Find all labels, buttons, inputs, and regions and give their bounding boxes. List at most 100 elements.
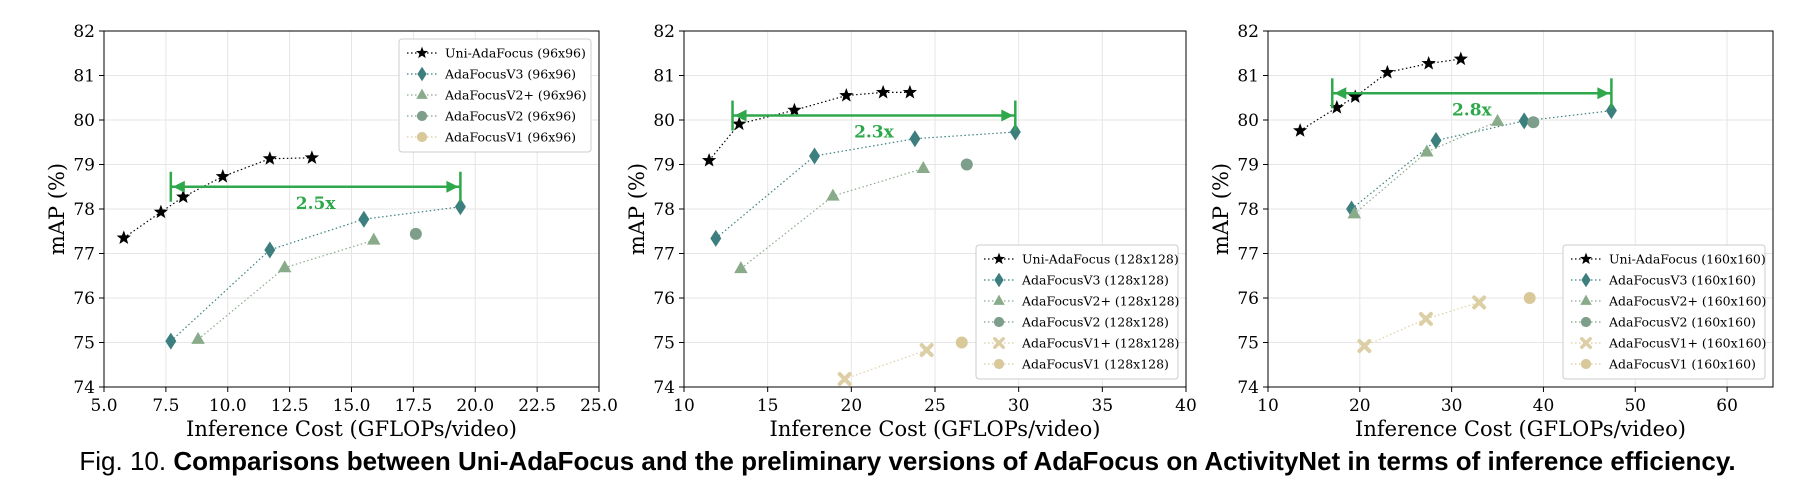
x-tick-label: 17.5 [394, 396, 432, 416]
data-point [409, 227, 422, 240]
legend: Uni-AdaFocus (160x160) AdaFocusV3 (160x16… [1562, 244, 1766, 380]
data-point [277, 260, 292, 273]
data-point [732, 116, 747, 131]
legend-marker [1580, 337, 1592, 349]
y-tick-label: 77 [653, 245, 675, 265]
series-line [1351, 110, 1612, 210]
y-tick-label: 75 [653, 334, 675, 354]
y-tick-label: 81 [653, 67, 675, 87]
legend-marker [993, 358, 1005, 370]
legend-entry-label: AdaFocusV3 (160x160) [1608, 273, 1756, 288]
legend: Uni-AdaFocus (96x96) AdaFocusV3 (96x96) Ad… [398, 38, 592, 153]
data-point [955, 336, 968, 349]
data-point [1605, 102, 1617, 120]
y-tick-label: 74 [653, 378, 675, 398]
data-point [1453, 51, 1468, 66]
data-point [1348, 89, 1363, 103]
y-tick-label: 79 [653, 156, 675, 176]
legend-marker [416, 131, 428, 143]
series-line [170, 206, 461, 342]
x-tick-label: 40 [1533, 396, 1555, 416]
data-point [165, 332, 177, 350]
x-tick-label: 15.0 [333, 396, 371, 416]
legend-entry-label: AdaFocusV1+ (128x128) [1021, 336, 1179, 351]
data-point [116, 230, 131, 244]
y-axis-label: mAP (%) [625, 163, 649, 255]
data-point [839, 88, 854, 102]
y-tick-label: 74 [1237, 378, 1259, 398]
x-axis-label: Inference Cost (GFLOPs/video) [770, 417, 1101, 440]
data-point [902, 84, 918, 99]
y-tick-label: 80 [73, 111, 95, 131]
x-tick-label: 10 [1257, 396, 1279, 416]
y-tick-label: 76 [653, 289, 675, 309]
legend-marker [1580, 294, 1592, 305]
data-point [1523, 292, 1536, 304]
legend-marker [994, 272, 1004, 288]
series-line [1299, 58, 1461, 132]
legend-marker [993, 294, 1005, 305]
data-point [837, 371, 852, 386]
y-tick-label: 76 [1237, 289, 1259, 309]
legend-marker [992, 252, 1006, 265]
legend-entry-label: Uni-AdaFocus (160x160) [1609, 252, 1766, 267]
legend-marker [417, 66, 427, 82]
data-point [909, 130, 921, 148]
legend-entry-label: AdaFocusV2+ (160x160) [1608, 294, 1766, 309]
data-point [1527, 116, 1540, 129]
data-point [262, 151, 277, 165]
data-point [1430, 131, 1442, 149]
data-point [153, 204, 169, 219]
legend-frame [398, 38, 592, 153]
y-tick-label: 76 [73, 289, 95, 309]
caption-text: Comparisons between Uni-AdaFocus and the… [173, 446, 1736, 476]
data-point [1329, 100, 1344, 114]
data-point [215, 169, 230, 183]
data-point [734, 261, 748, 274]
legend-entry-label: AdaFocusV2 (160x160) [1608, 315, 1756, 330]
y-tick-label: 80 [1237, 111, 1259, 131]
x-tick-label: 10 [673, 396, 695, 416]
y-tick-label: 75 [73, 334, 95, 354]
data-point [919, 343, 934, 358]
y-tick-label: 78 [73, 200, 95, 220]
legend-entry-label: AdaFocusV2 (96x96) [444, 109, 576, 124]
speedup-arrow-head [172, 180, 185, 193]
y-tick-label: 74 [73, 378, 95, 398]
data-point [367, 232, 381, 245]
data-point [358, 210, 370, 228]
y-tick-label: 79 [1237, 156, 1259, 176]
data-point [454, 198, 466, 216]
speedup-label: 2.5x [296, 194, 337, 214]
y-tick-label: 81 [1237, 67, 1259, 87]
y-tick-label: 78 [1237, 200, 1259, 220]
data-point [304, 150, 320, 164]
x-tick-label: 22.5 [518, 396, 556, 416]
chart-panel-2: 2.3x 10 15 20 25 30 35 40 74 75 76 77 78 79 80 81 82 Infe… [625, 22, 1197, 440]
caption-prefix: Fig. 10. [79, 446, 167, 476]
legend-entry-label: AdaFocusV1 (96x96) [444, 130, 576, 145]
data-point [1380, 64, 1395, 79]
speedup-arrow-head [1597, 87, 1610, 100]
legend-entry-label: AdaFocusV3 (128x128) [1021, 273, 1169, 288]
x-tick-label: 25 [924, 396, 946, 416]
data-point [1418, 311, 1433, 326]
speedup-label: 2.8x [1452, 100, 1493, 120]
legend-entry-label: AdaFocusV2+ (96x96) [444, 88, 587, 103]
x-tick-label: 30 [1008, 396, 1030, 416]
x-tick-label: 25.0 [580, 396, 618, 416]
data-point [1009, 123, 1021, 141]
speedup-arrow-head [446, 180, 459, 193]
figure-charts: 2.5x 5.0 7.5 10.0 12.5 15.0 17.5 20.0 22.5 25.0 74… [45, 22, 1774, 440]
legend-entry-label: AdaFocusV2 (128x128) [1021, 315, 1169, 330]
legend-entry-label: Uni-AdaFocus (128x128) [1022, 252, 1179, 267]
y-tick-label: 77 [1237, 245, 1259, 265]
legend-entry-label: AdaFocusV1 (160x160) [1608, 357, 1756, 372]
x-tick-label: 5.0 [90, 396, 117, 416]
y-tick-label: 82 [1237, 22, 1259, 42]
legend-frame [1562, 244, 1766, 380]
data-point [1357, 339, 1372, 354]
data-point [809, 147, 821, 165]
x-axis-label: Inference Cost (GFLOPs/video) [186, 417, 517, 440]
legend-marker [1579, 252, 1593, 265]
